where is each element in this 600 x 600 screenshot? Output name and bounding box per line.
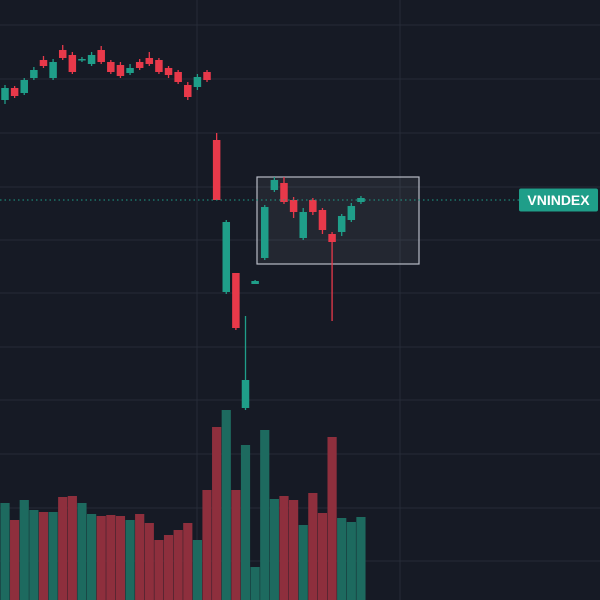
candle-body — [155, 60, 163, 72]
candle-body — [49, 62, 57, 78]
volume-bar — [67, 496, 77, 600]
volume-bar — [58, 497, 68, 600]
candle-body — [68, 55, 77, 72]
candle-body — [116, 65, 125, 76]
volume-bar — [308, 493, 318, 600]
volume-bar — [48, 512, 58, 600]
candle-body — [20, 80, 28, 93]
candle-body — [97, 50, 105, 62]
volume-bar — [356, 517, 366, 600]
candle-body — [270, 180, 279, 190]
volume-bar — [10, 520, 20, 600]
candle-body — [241, 380, 250, 408]
volume-bar — [221, 410, 231, 600]
candle-body — [193, 77, 202, 87]
candle-body — [347, 206, 356, 220]
candle-body — [58, 50, 67, 58]
candle-body — [309, 200, 317, 212]
volume-bar — [77, 503, 87, 600]
volume-bar — [154, 540, 164, 600]
volume-bar — [135, 514, 145, 600]
candle-body — [318, 210, 327, 230]
candle-body — [222, 222, 231, 292]
candle-body — [126, 68, 134, 73]
volume-bar — [346, 522, 356, 600]
candle-body — [78, 59, 86, 61]
volume-bar — [29, 510, 39, 600]
candle-body — [260, 207, 269, 258]
volume-bar — [38, 512, 49, 600]
volume-bar — [250, 567, 260, 600]
candle-body — [289, 200, 298, 212]
volume-bar — [212, 427, 222, 600]
candle-body — [107, 62, 115, 72]
candle-body — [1, 88, 9, 100]
candle-body — [337, 216, 346, 232]
volume-bar — [192, 540, 202, 600]
volume-bar — [125, 520, 135, 600]
volume-bar — [0, 503, 10, 600]
candle-body — [184, 85, 192, 97]
volume-bar — [106, 515, 116, 600]
volume-bar — [289, 500, 299, 600]
candle-body — [30, 70, 38, 78]
volume-bar — [298, 525, 308, 600]
volume-bar — [115, 516, 126, 600]
candle-body — [10, 88, 19, 96]
volume-bar — [240, 445, 251, 600]
price-label-box — [519, 188, 598, 212]
volume-bar — [144, 523, 154, 600]
volume-bar — [231, 490, 241, 600]
candle-body — [212, 140, 221, 200]
volume-bar — [173, 530, 183, 600]
volume-bar — [86, 514, 97, 600]
candle-body — [232, 273, 240, 328]
candle-body — [280, 183, 288, 202]
price-marker: VNINDEX — [0, 188, 598, 212]
price-label: VNINDEX — [527, 192, 590, 208]
volume-bar — [96, 516, 106, 600]
volume-layer — [0, 410, 366, 600]
volume-bar — [183, 523, 193, 600]
volume-bar — [202, 490, 212, 600]
candle-body — [145, 58, 154, 64]
candle-body — [39, 60, 48, 66]
candle-body — [174, 72, 182, 82]
candle-body — [164, 68, 173, 75]
volume-bar — [279, 496, 289, 600]
volume-bar — [317, 513, 328, 600]
volume-bar — [337, 518, 347, 600]
candle-body — [299, 212, 307, 238]
candle-body — [328, 234, 336, 242]
candle-body — [251, 281, 259, 284]
candle-body — [87, 55, 96, 64]
candle-body — [135, 62, 144, 68]
candle-layer — [1, 45, 365, 410]
volume-bar — [327, 437, 337, 600]
volume-bar — [269, 499, 279, 600]
volume-bar — [19, 500, 29, 600]
candle-body — [203, 72, 211, 80]
volume-bar — [163, 535, 174, 600]
volume-bar — [260, 430, 270, 600]
